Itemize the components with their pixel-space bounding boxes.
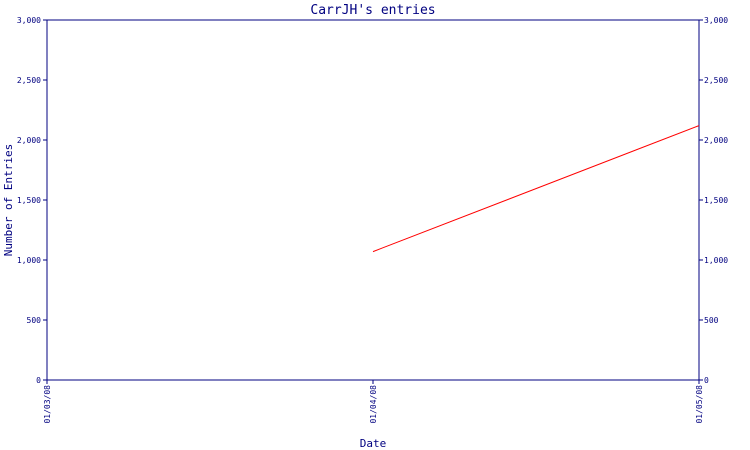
x-tick-label: 01/03/08 (43, 385, 52, 424)
chart-title: CarrJH's entries (310, 3, 435, 18)
y-axis-label: Number of Entries (2, 144, 15, 257)
left-y-tick-label: 2,000 (17, 136, 41, 145)
right-y-tick-label: 2,000 (704, 136, 728, 145)
right-y-tick-label: 500 (704, 316, 719, 325)
left-y-axis-ticks: 0 500 1,000 1,500 2,000 2,500 3,000 (17, 16, 47, 385)
x-tick-label: 01/05/08 (695, 385, 704, 424)
right-y-tick-label: 1,000 (704, 256, 728, 265)
right-y-tick-label: 2,500 (704, 76, 728, 85)
series-layer (372, 125, 700, 253)
right-y-axis-ticks: 0 500 1,000 1,500 2,000 2,500 3,000 (699, 16, 728, 385)
series-line (372, 125, 700, 253)
right-y-tick-label: 0 (704, 376, 709, 385)
x-axis-label: Date (360, 437, 387, 450)
plot-area-frame (46, 19, 700, 381)
x-tick-label: 01/04/08 (369, 385, 378, 424)
right-y-tick-label: 1,500 (704, 196, 728, 205)
left-y-tick-label: 0 (36, 376, 41, 385)
x-axis-ticks: 01/03/08 01/04/08 01/05/08 (43, 380, 704, 424)
left-y-tick-label: 1,000 (17, 256, 41, 265)
left-y-tick-label: 3,000 (17, 16, 41, 25)
left-y-tick-label: 2,500 (17, 76, 41, 85)
right-y-tick-label: 3,000 (704, 16, 728, 25)
left-y-tick-label: 1,500 (17, 196, 41, 205)
left-y-tick-label: 500 (27, 316, 42, 325)
